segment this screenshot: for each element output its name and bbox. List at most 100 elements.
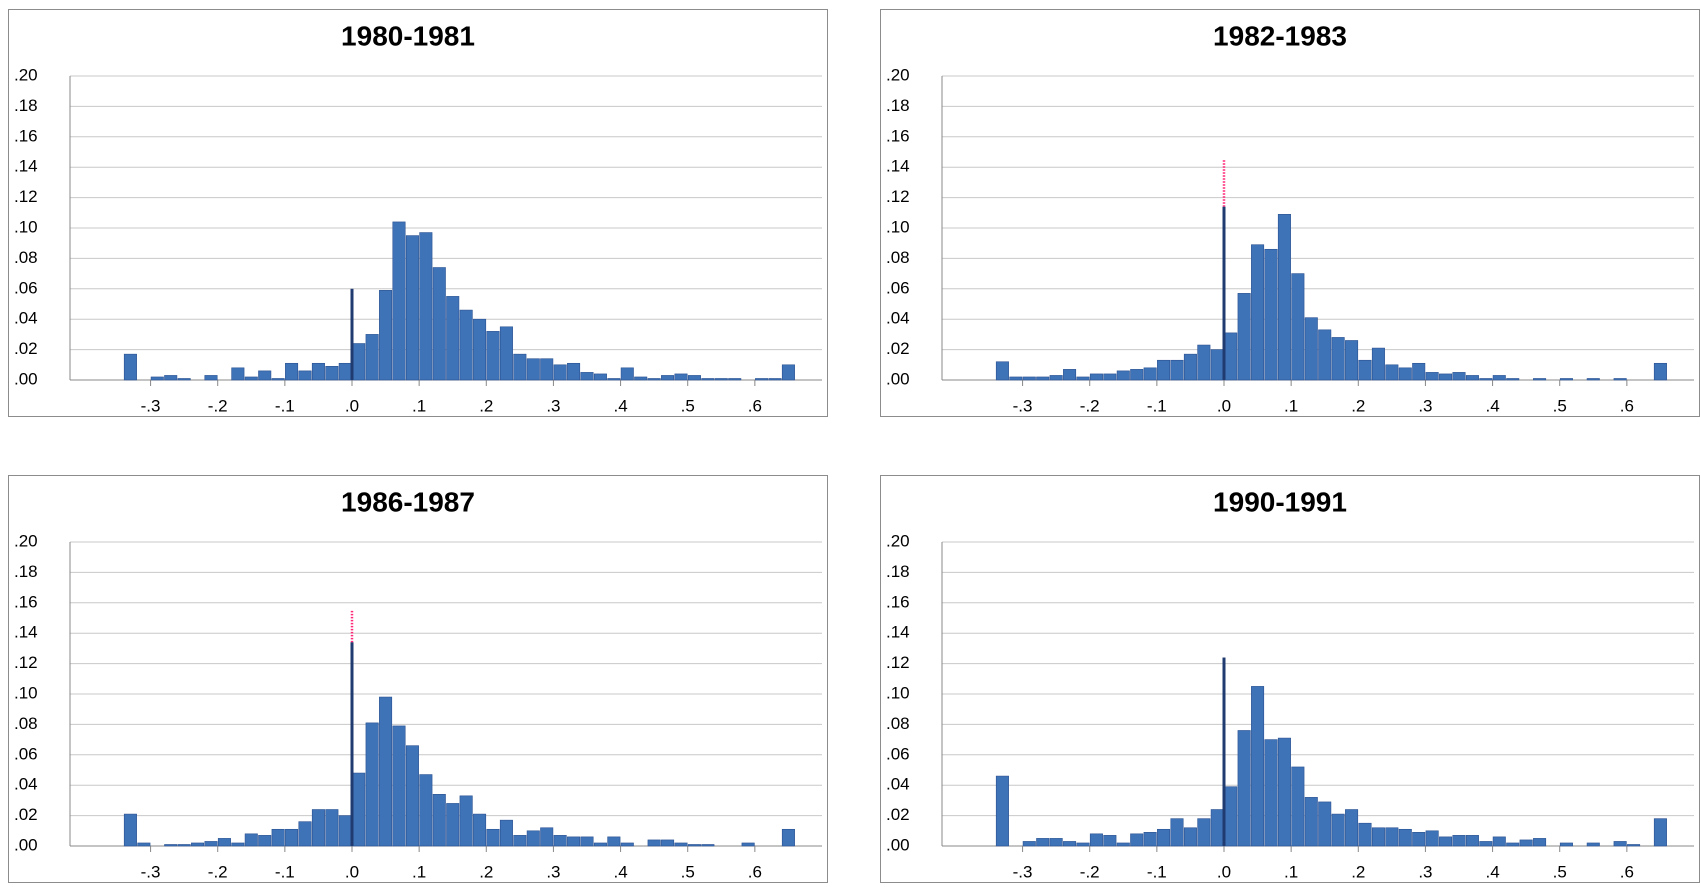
bar — [1183, 827, 1197, 847]
bar — [285, 828, 299, 847]
bar — [137, 842, 151, 847]
bar — [1116, 370, 1130, 381]
bar — [1291, 273, 1305, 381]
bar — [177, 844, 191, 847]
bar — [580, 836, 594, 847]
bar — [701, 844, 715, 847]
bar — [432, 794, 446, 847]
bar — [607, 836, 621, 847]
x-tick-label: .3 — [546, 862, 560, 881]
bar — [1251, 244, 1265, 381]
bar — [1425, 372, 1439, 381]
bar — [298, 821, 312, 847]
bar — [687, 844, 701, 847]
y-tick-label: .12 — [886, 187, 910, 206]
bar — [1210, 349, 1224, 381]
bar — [352, 343, 366, 381]
bar — [1130, 833, 1144, 847]
y-tick-label: .12 — [886, 653, 910, 672]
bar — [311, 362, 325, 381]
bar — [1103, 373, 1117, 381]
bar — [674, 842, 688, 847]
y-tick-label: .06 — [14, 278, 38, 297]
y-tick-label: .10 — [14, 217, 38, 236]
x-tick-label: .4 — [1485, 396, 1499, 415]
bar — [1197, 818, 1211, 847]
bar — [231, 367, 245, 381]
bar — [1076, 376, 1090, 381]
spike-bar — [350, 288, 354, 380]
bar — [1130, 369, 1144, 381]
bar — [150, 376, 164, 381]
x-tick-label: .5 — [681, 862, 695, 881]
bar — [1533, 378, 1547, 381]
y-tick-label: .04 — [886, 775, 910, 794]
y-tick-label: .16 — [14, 592, 38, 611]
bar — [1533, 838, 1547, 847]
bar — [1653, 818, 1667, 847]
bar — [714, 378, 728, 381]
bar — [1170, 818, 1184, 847]
bar — [647, 839, 661, 847]
x-tick-label: .1 — [412, 862, 426, 881]
x-tick-label: .5 — [1553, 862, 1567, 881]
bar — [580, 372, 594, 381]
y-tick-label: .04 — [14, 775, 38, 794]
bar — [1304, 317, 1318, 381]
bar — [352, 772, 366, 847]
y-tick-label: .18 — [14, 96, 38, 115]
x-tick-label: .1 — [1284, 396, 1298, 415]
x-tick-label: -.1 — [1147, 396, 1167, 415]
x-tick-label: .4 — [613, 862, 627, 881]
bar — [526, 830, 540, 847]
bar — [1479, 841, 1493, 847]
y-tick-label: .10 — [886, 683, 910, 702]
bar — [1210, 809, 1224, 847]
y-tick-label: .14 — [14, 157, 38, 176]
bar — [1439, 373, 1453, 381]
y-tick-label: .12 — [14, 187, 38, 206]
bar — [164, 375, 178, 381]
bar — [1559, 378, 1573, 381]
x-tick-label: -.3 — [141, 396, 161, 415]
y-tick-label: .06 — [886, 744, 910, 763]
y-tick-label: .16 — [886, 592, 910, 611]
bar — [419, 774, 433, 847]
bar — [258, 835, 272, 847]
bar — [123, 353, 137, 381]
x-tick-label: .0 — [345, 862, 359, 881]
chart-panel: 1980-1981 .00 .02 .04 .06 .08 .10 .12 .14 .16 .18.… — [8, 9, 828, 417]
bar — [1291, 766, 1305, 847]
bar — [1143, 367, 1157, 381]
bar — [1277, 214, 1291, 381]
bar — [419, 232, 433, 381]
bar — [995, 775, 1009, 847]
bar — [459, 309, 473, 381]
bar — [755, 378, 769, 381]
bar — [1224, 786, 1238, 847]
bar — [1331, 337, 1345, 381]
y-tick-label: .14 — [886, 623, 910, 642]
bar — [1519, 839, 1533, 847]
bar — [1264, 248, 1278, 381]
y-tick-label: .14 — [14, 623, 38, 642]
bar — [1613, 378, 1627, 381]
bar — [204, 375, 218, 381]
x-tick-label: -.2 — [208, 862, 228, 881]
bar — [392, 725, 406, 847]
bar — [1385, 364, 1399, 381]
bar — [567, 362, 581, 381]
bar — [486, 828, 500, 847]
chart-title: 1982-1983 — [1213, 20, 1347, 51]
x-tick-label: -.1 — [275, 862, 295, 881]
y-tick-label: .20 — [14, 65, 38, 84]
bar — [499, 819, 513, 847]
x-tick-label: .3 — [1418, 396, 1432, 415]
bar — [1358, 359, 1372, 381]
bar — [459, 795, 473, 847]
bar — [191, 842, 205, 847]
bar — [553, 835, 567, 847]
x-tick-label: .0 — [345, 396, 359, 415]
bar — [1492, 836, 1506, 847]
bar — [620, 842, 634, 847]
